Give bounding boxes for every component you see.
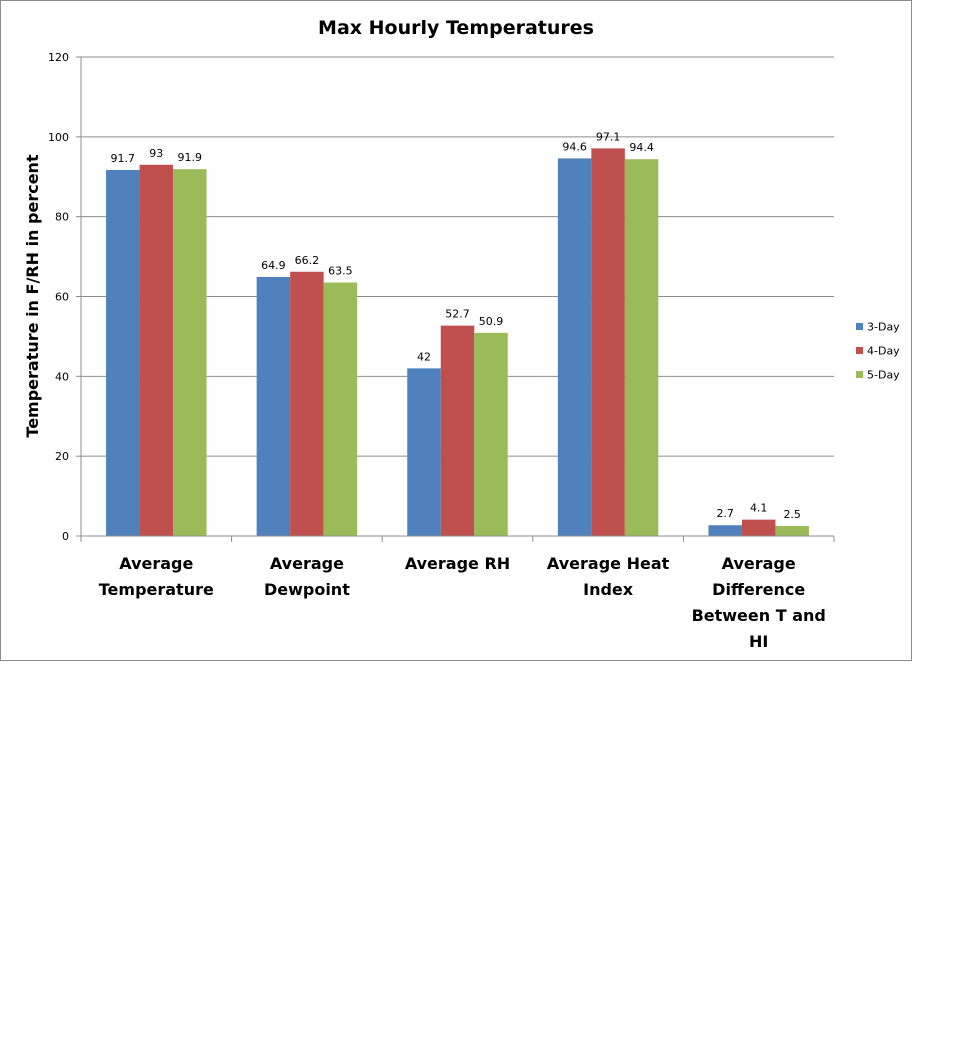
y-axis-label: Temperature in F/RH in percent <box>23 154 42 438</box>
y-tick-label: 40 <box>55 370 69 383</box>
y-tick-label: 0 <box>62 530 69 543</box>
data-label: 97.1 <box>596 130 621 143</box>
data-label: 91.7 <box>111 152 136 165</box>
data-label: 93 <box>149 147 163 160</box>
data-label: 4.1 <box>750 502 768 515</box>
data-label: 2.5 <box>783 508 801 521</box>
legend: 3-Day 4-Day 5-Day <box>856 321 900 382</box>
legend-swatch <box>856 347 863 354</box>
legend-swatch <box>856 371 863 378</box>
data-label: 94.6 <box>562 140 587 153</box>
legend-swatch <box>856 323 863 330</box>
bar <box>741 519 776 536</box>
bar <box>557 158 592 536</box>
bars <box>106 148 809 537</box>
x-category-label: Difference <box>712 580 805 599</box>
bar <box>407 368 441 536</box>
x-category-label: HI <box>749 632 768 651</box>
y-tick-label: 100 <box>48 131 69 144</box>
bar <box>290 271 324 536</box>
x-category-label: Average RH <box>405 554 510 573</box>
data-label: 94.4 <box>629 141 654 154</box>
bar <box>139 164 174 536</box>
data-label: 2.7 <box>716 507 734 520</box>
bar <box>708 525 742 536</box>
y-tick-label: 20 <box>55 450 69 463</box>
data-label: 52.7 <box>445 308 470 321</box>
x-category-label: Between T and <box>692 606 826 625</box>
legend-label: 3-Day <box>867 321 900 334</box>
data-label: 91.9 <box>178 151 203 164</box>
x-category-label: Average Heat <box>547 554 670 573</box>
bar <box>173 169 207 536</box>
bar <box>474 332 508 536</box>
legend-label: 5-Day <box>867 369 900 382</box>
bar <box>256 276 291 536</box>
bar-chart: Max Hourly Temperatures Temperature in F… <box>23 17 900 651</box>
bar <box>440 325 475 536</box>
x-category-label: Average <box>119 554 193 573</box>
y-tick-label: 60 <box>55 291 69 304</box>
x-category-label: Temperature <box>99 580 214 599</box>
data-labels: 91.7 93 91.9 64.9 66.2 63.5 42 52.7 50.9 94.6 97.1… <box>111 130 801 521</box>
x-category-label: Average <box>270 554 344 573</box>
bar <box>775 526 809 536</box>
bar <box>591 148 625 536</box>
y-tick-label: 120 <box>48 51 69 64</box>
bar <box>323 282 358 536</box>
axes: 0 20 40 60 80 100 120 Average Temperature Average… <box>48 51 835 651</box>
y-tick-label: 80 <box>55 211 69 224</box>
data-label: 64.9 <box>261 259 286 272</box>
data-label: 42 <box>417 350 431 363</box>
chart-frame: Max Hourly Temperatures Temperature in F… <box>0 0 912 661</box>
data-label: 66.2 <box>295 254 320 267</box>
legend-label: 4-Day <box>867 345 900 358</box>
x-category-label: Dewpoint <box>264 580 350 599</box>
bar <box>106 169 140 536</box>
x-category-label: Index <box>583 580 634 599</box>
data-label: 63.5 <box>328 265 353 278</box>
x-category-label: Average <box>722 554 796 573</box>
data-label: 50.9 <box>479 315 504 328</box>
bar <box>624 159 659 537</box>
chart-title: Max Hourly Temperatures <box>318 17 594 39</box>
